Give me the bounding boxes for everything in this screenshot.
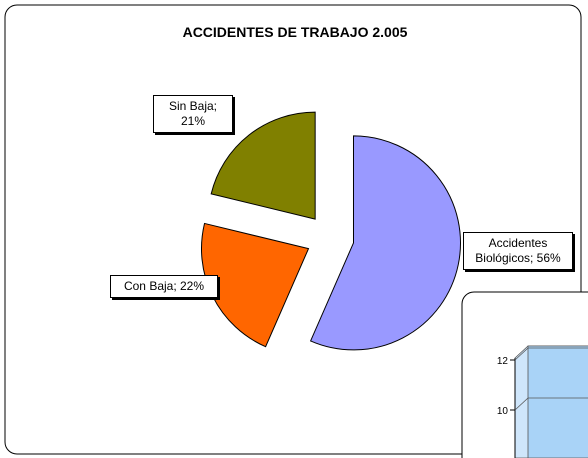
y-tick-label: 10 xyxy=(497,406,509,417)
data-label: Con Baja; 22% xyxy=(110,275,218,298)
pie xyxy=(200,111,461,351)
y-axis-ticks: 10 12 xyxy=(497,347,588,417)
chart-frame xyxy=(4,4,582,455)
pie-slice xyxy=(309,135,461,351)
grid-line xyxy=(514,347,529,361)
second-chart: 10 12 xyxy=(461,291,588,458)
pie-slice xyxy=(210,111,316,220)
data-label: Sin Baja; 21% xyxy=(153,95,233,133)
y-tick-label: 12 xyxy=(497,356,509,367)
chart-wall xyxy=(527,345,588,458)
grid-line xyxy=(514,397,529,411)
chart-title: ACCIDENTES DE TRABAJO 2.005 xyxy=(183,24,408,40)
data-label: Accidentes Biológicos; 56% xyxy=(463,232,573,270)
